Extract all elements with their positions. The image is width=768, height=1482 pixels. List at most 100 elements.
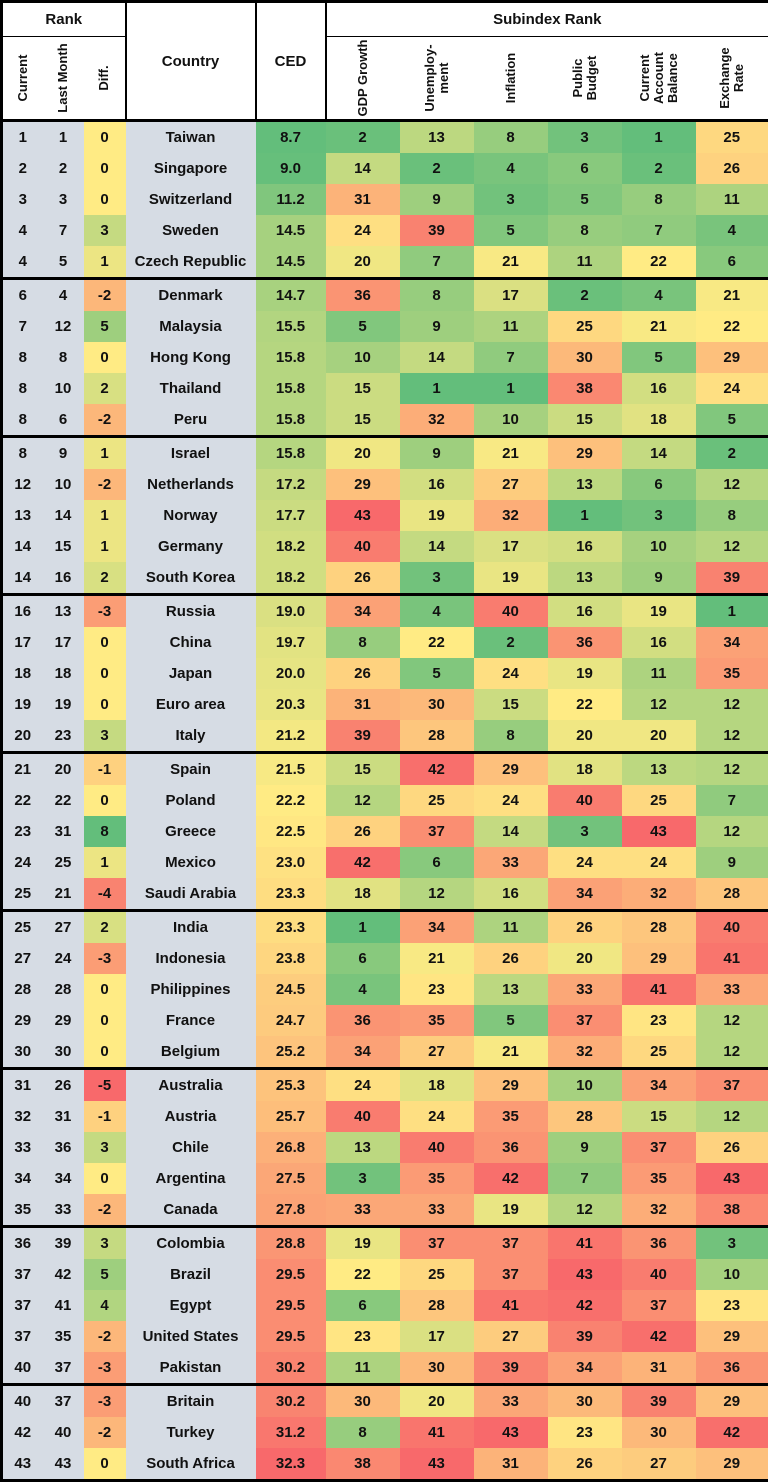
rank-diff-cell: 2 (84, 562, 126, 595)
subindex-cell: 26 (696, 153, 768, 184)
ced-cell: 15.8 (256, 437, 326, 470)
subindex-cell: 31 (326, 689, 400, 720)
rank-current-cell: 34 (2, 1163, 43, 1194)
subindex-cell: 34 (326, 595, 400, 628)
ced-cell: 14.7 (256, 279, 326, 312)
subindex-cell: 14 (326, 153, 400, 184)
subindex-cell: 12 (696, 753, 768, 786)
rank-current-cell: 25 (2, 878, 43, 911)
rank-current-cell: 19 (2, 689, 43, 720)
rank-current-cell: 8 (2, 342, 43, 373)
rank-last-month-cell: 2 (43, 153, 84, 184)
rank-diff-cell: -1 (84, 1101, 126, 1132)
subindex-cell: 23 (548, 1417, 622, 1448)
subindex-cell: 8 (326, 1417, 400, 1448)
subindex-cell: 34 (622, 1069, 696, 1102)
subindex-cell: 37 (400, 1227, 474, 1260)
rank-diff-cell: 0 (84, 184, 126, 215)
rank-current-cell: 25 (2, 911, 43, 944)
subindex-cell: 2 (696, 437, 768, 470)
subindex-cell: 10 (696, 1259, 768, 1290)
subindex-cell: 9 (400, 437, 474, 470)
subindex-cell: 24 (622, 847, 696, 878)
subindex-cell: 30 (548, 1385, 622, 1418)
subindex-cell: 19 (548, 658, 622, 689)
rank-diff-cell: 1 (84, 531, 126, 562)
subindex-cell: 12 (696, 1101, 768, 1132)
subindex-cell: 32 (400, 404, 474, 437)
rank-last-month-cell: 16 (43, 562, 84, 595)
rank-last-month-cell: 40 (43, 1417, 84, 1448)
subindex-cell: 37 (474, 1259, 548, 1290)
subindex-cell: 29 (696, 1385, 768, 1418)
col-header-exchange-rate: Exchange Rate (696, 37, 768, 121)
subindex-cell: 20 (400, 1385, 474, 1418)
rank-current-cell: 4 (2, 215, 43, 246)
subindex-cell: 2 (622, 153, 696, 184)
rank-last-month-cell: 22 (43, 785, 84, 816)
subindex-cell: 28 (548, 1101, 622, 1132)
subindex-cell: 21 (400, 943, 474, 974)
subindex-cell: 9 (622, 562, 696, 595)
rank-diff-cell: -3 (84, 943, 126, 974)
ced-cell: 11.2 (256, 184, 326, 215)
rank-last-month-cell: 29 (43, 1005, 84, 1036)
subindex-cell: 26 (548, 1448, 622, 1481)
subindex-cell: 23 (400, 974, 474, 1005)
subindex-cell: 7 (474, 342, 548, 373)
rank-diff-cell: 0 (84, 785, 126, 816)
rank-diff-cell: 5 (84, 311, 126, 342)
subindex-cell: 43 (326, 500, 400, 531)
subindex-cell: 26 (326, 562, 400, 595)
rank-diff-cell: 0 (84, 1036, 126, 1069)
country-cell: Spain (126, 753, 256, 786)
subindex-cell: 12 (696, 816, 768, 847)
rank-last-month-cell: 41 (43, 1290, 84, 1321)
subindex-cell: 39 (548, 1321, 622, 1352)
subindex-cell: 18 (326, 878, 400, 911)
subindex-cell: 22 (622, 246, 696, 279)
country-cell: Brazil (126, 1259, 256, 1290)
subindex-cell: 21 (474, 437, 548, 470)
subindex-cell: 36 (326, 1005, 400, 1036)
rank-current-cell: 40 (2, 1385, 43, 1418)
subindex-cell: 35 (474, 1101, 548, 1132)
rank-last-month-cell: 37 (43, 1352, 84, 1385)
subindex-cell: 22 (696, 311, 768, 342)
subindex-cell: 1 (326, 911, 400, 944)
rank-diff-cell: -3 (84, 1352, 126, 1385)
rank-diff-cell: 8 (84, 816, 126, 847)
ced-cell: 18.2 (256, 531, 326, 562)
subindex-cell: 40 (326, 1101, 400, 1132)
ced-cell: 23.8 (256, 943, 326, 974)
subindex-cell: 33 (548, 974, 622, 1005)
rank-last-month-cell: 5 (43, 246, 84, 279)
rank-current-cell: 14 (2, 531, 43, 562)
subindex-cell: 10 (622, 531, 696, 562)
rank-diff-cell: 0 (84, 1448, 126, 1481)
subindex-cell: 34 (548, 878, 622, 911)
subindex-cell: 12 (696, 720, 768, 753)
subindex-cell: 12 (696, 1005, 768, 1036)
subindex-cell: 35 (400, 1005, 474, 1036)
subindex-cell: 10 (474, 404, 548, 437)
subindex-cell: 31 (622, 1352, 696, 1385)
rank-diff-cell: -5 (84, 1069, 126, 1102)
ced-cell: 20.3 (256, 689, 326, 720)
rank-last-month-cell: 30 (43, 1036, 84, 1069)
subindex-cell: 2 (548, 279, 622, 312)
subindex-cell: 19 (474, 562, 548, 595)
subindex-cell: 7 (696, 785, 768, 816)
subindex-cell: 16 (548, 531, 622, 562)
subindex-cell: 9 (548, 1132, 622, 1163)
ced-cell: 32.3 (256, 1448, 326, 1481)
subindex-cell: 24 (696, 373, 768, 404)
subindex-cell: 16 (622, 373, 696, 404)
